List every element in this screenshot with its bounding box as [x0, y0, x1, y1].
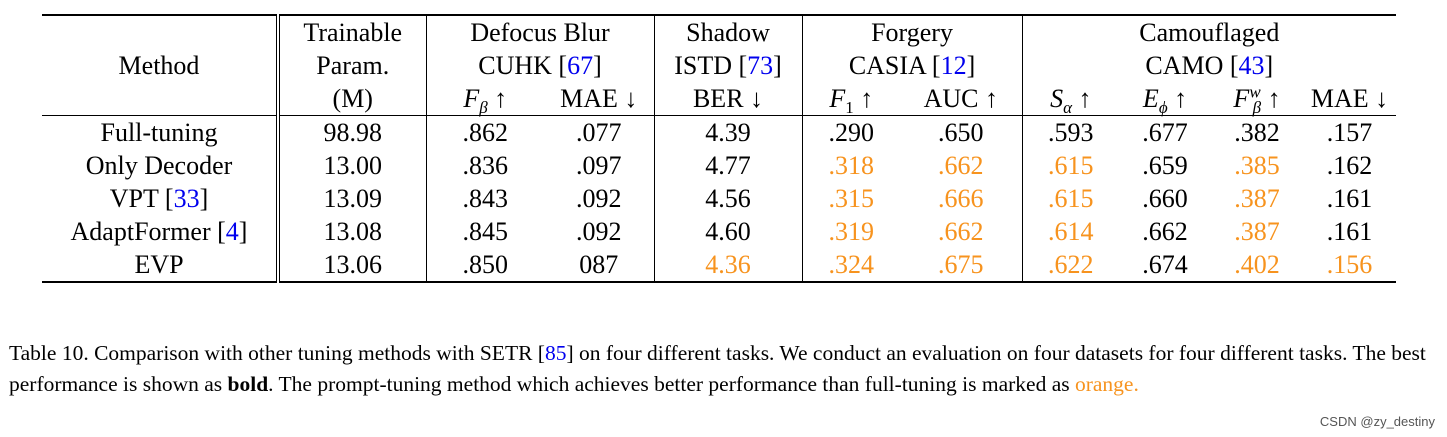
- header-row-2: Param. CUHK [67] ISTD [73] CASIA [12] CA…: [42, 49, 1396, 82]
- value-cell: .161: [1326, 217, 1373, 246]
- table-row: VPT [33] 13.09 .843 .092 4.56 .315 .666 .615 .66…: [42, 182, 1396, 215]
- table-caption: Table 10. Comparison with other tuning m…: [9, 341, 1426, 396]
- value-cell: .850: [462, 250, 509, 279]
- value-cell: .662: [900, 149, 1023, 182]
- value-cell: .836: [462, 151, 509, 180]
- metric-f1: F1 ↑: [829, 84, 874, 118]
- value-cell: .660: [1142, 184, 1188, 213]
- value-cell: .324: [828, 250, 875, 279]
- metric-mae-camo: MAE ↓: [1310, 84, 1389, 113]
- value-cell: .674: [1142, 250, 1188, 279]
- header-group-camouflaged: Camouflaged: [1139, 18, 1280, 47]
- value-cell: 087: [544, 248, 655, 282]
- table-row: AdaptFormer [4] 13.08 .845 .092 4.60 .319 .662…: [42, 215, 1396, 248]
- value-cell: .161: [1326, 184, 1373, 213]
- value-cell: 4.39: [654, 115, 803, 149]
- value-cell: .615: [1048, 184, 1094, 213]
- value-cell: .077: [544, 115, 655, 149]
- metric-ber: BER ↓: [654, 82, 803, 116]
- cite-link[interactable]: 67: [567, 51, 594, 80]
- value-cell: .650: [900, 115, 1023, 149]
- value-cell: .315: [828, 184, 875, 213]
- value-cell: .622: [1048, 250, 1094, 279]
- value-cell: .614: [1048, 217, 1094, 246]
- method-cell: AdaptFormer [4]: [42, 215, 280, 248]
- value-cell: .402: [1234, 250, 1280, 279]
- header-row-3: (M) Fβ ↑ MAE ↓ BER ↓ F1 ↑ AUC ↑ Sα ↑ Eϕ …: [42, 82, 1396, 116]
- value-cell: .659: [1142, 151, 1188, 180]
- value-cell: 4.56: [654, 182, 803, 215]
- value-cell: .662: [900, 215, 1023, 248]
- value-cell: .862: [462, 118, 509, 147]
- header-group-forgery: Forgery: [802, 15, 1023, 49]
- params-cell: 98.98: [278, 115, 427, 149]
- params-cell: 13.00: [278, 149, 427, 182]
- results-table-container: Method Trainable Defocus Blur Shadow For…: [42, 14, 1397, 283]
- header-params-line2: Param.: [278, 49, 427, 82]
- value-cell: .385: [1234, 151, 1280, 180]
- value-cell: .843: [462, 184, 509, 213]
- cite-link[interactable]: 43: [1238, 51, 1265, 80]
- caption-bold-word: bold: [227, 372, 269, 396]
- header-dataset-camo: CAMO [43]: [1145, 51, 1274, 80]
- value-cell: .677: [1142, 118, 1188, 147]
- method-cell: Only Decoder: [42, 149, 280, 182]
- cite-link[interactable]: 12: [940, 51, 967, 80]
- params-cell: 13.06: [278, 248, 427, 282]
- caption-cite-link[interactable]: 85: [544, 341, 567, 365]
- table-row: EVP 13.06 .850 087 4.36 .324 .675 .622 .674 .402.…: [42, 248, 1397, 282]
- value-cell: .387: [1234, 184, 1280, 213]
- header-row-1: Method Trainable Defocus Blur Shadow For…: [42, 15, 1397, 116]
- value-cell: 4.77: [654, 149, 803, 182]
- method-cell: VPT [33]: [42, 182, 280, 215]
- value-cell: .593: [1048, 118, 1094, 147]
- results-table: Method Trainable Defocus Blur Shadow For…: [42, 14, 1397, 283]
- table-row: Only Decoder 13.00 .836 .097 4.77 .318 .662 .61…: [42, 149, 1396, 182]
- watermark: CSDN @zy_destiny: [1319, 414, 1435, 429]
- value-cell: .156: [1326, 250, 1373, 279]
- value-cell: .092: [544, 215, 655, 248]
- value-cell: .157: [1326, 118, 1373, 147]
- value-cell: .845: [462, 217, 509, 246]
- value-cell: .162: [1326, 151, 1373, 180]
- value-cell: .092: [544, 182, 655, 215]
- value-cell: .675: [900, 248, 1023, 282]
- header-group-defocus: Defocus Blur: [426, 15, 655, 49]
- value-cell: 4.36: [654, 248, 803, 282]
- header-group-shadow: Shadow: [654, 15, 803, 49]
- header-dataset-istd: ISTD [73]: [654, 49, 803, 82]
- header-params-line1: Trainable: [278, 15, 427, 49]
- cite-link[interactable]: 73: [747, 51, 774, 80]
- value-cell: .097: [544, 149, 655, 182]
- table-row: Full-tuning 98.98 .862 .077 4.39 .290 .650 .593…: [42, 115, 1397, 149]
- params-cell: 13.08: [278, 215, 427, 248]
- value-cell: .666: [900, 182, 1023, 215]
- caption-orange-word: orange.: [1074, 372, 1139, 396]
- method-cell: Full-tuning: [42, 115, 280, 149]
- metric-f-beta: Fβ ↑: [463, 84, 508, 118]
- value-cell: .387: [1234, 217, 1280, 246]
- metric-mae-defocus: MAE ↓: [544, 82, 655, 116]
- value-cell: 4.60: [654, 215, 803, 248]
- cite-link[interactable]: 4: [225, 217, 239, 246]
- value-cell: .318: [828, 151, 875, 180]
- value-cell: .615: [1048, 151, 1094, 180]
- header-dataset-cuhk: CUHK [67]: [426, 49, 655, 82]
- value-cell: .319: [828, 217, 875, 246]
- header-params-line3: (M): [278, 82, 427, 116]
- header-method: Method: [42, 15, 280, 116]
- value-cell: .662: [1142, 217, 1188, 246]
- header-dataset-casia: CASIA [12]: [802, 49, 1023, 82]
- cite-link[interactable]: 33: [173, 184, 200, 213]
- value-cell: .382: [1234, 118, 1280, 147]
- metric-e-phi: Eϕ ↑: [1142, 84, 1188, 118]
- metric-fw-beta: Fwβ ↑: [1233, 82, 1281, 118]
- value-cell: .290: [828, 118, 875, 147]
- metric-s-alpha: Sα ↑: [1050, 84, 1092, 118]
- metric-auc: AUC ↑: [900, 82, 1023, 116]
- params-cell: 13.09: [278, 182, 427, 215]
- table-body: Full-tuning 98.98 .862 .077 4.39 .290 .650 .593…: [42, 115, 1397, 282]
- method-cell: EVP: [42, 248, 280, 282]
